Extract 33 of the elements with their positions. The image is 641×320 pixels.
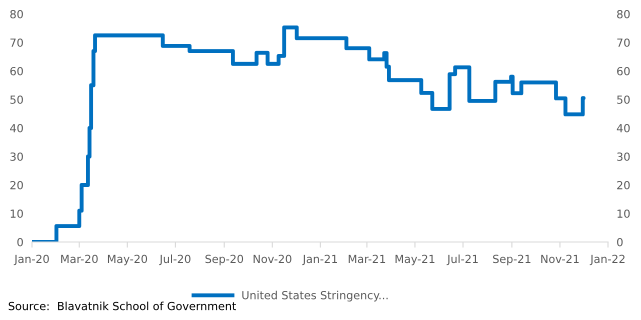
- y2-tick-label: 70: [617, 38, 630, 47]
- y2-tick-label: 30: [617, 152, 630, 161]
- y2-tick-label: 0: [617, 238, 623, 246]
- y-tick-label: 10: [10, 209, 23, 218]
- x-tick-label: May-20: [108, 254, 148, 266]
- y-tick-label: 70: [10, 38, 23, 47]
- source-note: Source: Blavatnik School of Government: [8, 302, 236, 310]
- y-tick-label: 30: [10, 152, 23, 161]
- y-tick-label: 0: [17, 238, 23, 246]
- x-tick-label: Jul-20: [159, 254, 190, 266]
- x-tick-label: Jul-21: [446, 254, 478, 266]
- x-tick-label: Sep-21: [493, 254, 530, 266]
- y2-tick-label: 50: [617, 95, 630, 104]
- x-tick-label: Nov-20: [254, 254, 292, 264]
- x-tick-label: May-21: [396, 254, 434, 266]
- x-tick-label: Jan-22: [590, 254, 625, 266]
- y2-tick-label: 80: [617, 10, 630, 18]
- y2-tick-label: 10: [618, 209, 630, 218]
- legend-label: United States Stringency...: [242, 290, 388, 302]
- x-tick-label: Mar-20: [61, 254, 98, 264]
- y2-tick-label: 20: [617, 180, 630, 190]
- x-tick-label: Jan-21: [302, 254, 338, 266]
- x-tick-label: Nov-21: [541, 254, 579, 264]
- x-tick-label: Jan-20: [14, 254, 49, 266]
- y-tick-label: 80: [10, 10, 23, 18]
- y-tick-label: 20: [10, 180, 23, 190]
- x-tick-label: Mar-21: [348, 254, 386, 264]
- y-tick-label: 60: [10, 66, 23, 76]
- y2-tick-label: 40: [616, 124, 630, 132]
- y-tick-label: 40: [10, 124, 23, 132]
- y-tick-label: 50: [10, 95, 23, 104]
- x-tick-label: Sep-20: [205, 254, 244, 266]
- y2-tick-label: 60: [617, 66, 630, 76]
